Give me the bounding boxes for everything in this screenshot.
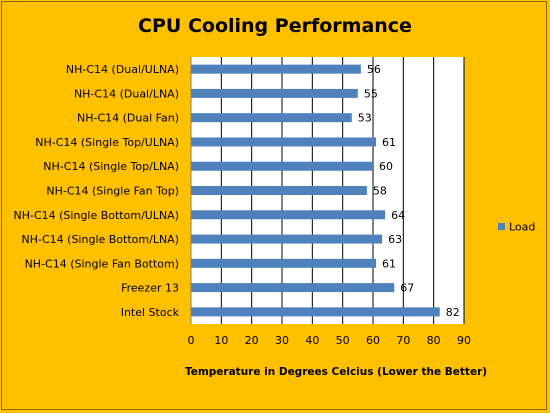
data-label: 61 (382, 257, 396, 270)
legend-swatch (498, 223, 505, 230)
legend: Load (498, 221, 535, 234)
data-label: 55 (364, 87, 378, 100)
data-label: 63 (388, 233, 402, 246)
category-label: NH-C14 (Dual/LNA) (74, 87, 179, 100)
x-tick-label: 60 (366, 334, 380, 347)
category-label: NH-C14 (Single Bottom/ULNA) (13, 209, 179, 222)
bar (191, 186, 367, 195)
legend-label: Load (509, 221, 535, 234)
data-labels: 56 55 53 61 60 58 64 63 61 67 82 (358, 63, 460, 319)
x-tick-label: 50 (336, 334, 350, 347)
category-label: NH-C14 (Single Bottom/LNA) (22, 233, 179, 246)
bars (191, 64, 440, 317)
bar (191, 64, 361, 74)
data-label: 53 (358, 112, 372, 125)
category-label: NH-C14 (Single Fan Bottom) (25, 257, 179, 270)
data-label: 60 (379, 160, 393, 173)
x-tick-label: 80 (427, 334, 441, 347)
data-label: 82 (446, 306, 460, 319)
x-axis-label: Temperature in Degrees Celcius (Lower th… (185, 366, 487, 378)
category-label: NH-C14 (Single Top/LNA) (43, 160, 179, 173)
category-label: NH-C14 (Single Top/ULNA) (35, 136, 179, 149)
bar (191, 161, 373, 171)
category-label: Freezer 13 (121, 282, 179, 295)
data-label: 61 (382, 136, 396, 149)
bar (191, 258, 377, 268)
category-label: Intel Stock (121, 306, 180, 319)
chart-title: CPU Cooling Performance (138, 15, 412, 37)
x-tick-labels: 0 10 20 30 40 50 60 70 80 90 (188, 334, 472, 347)
x-tick-label: 0 (188, 334, 195, 347)
category-labels: NH-C14 (Dual/ULNA) NH-C14 (Dual/LNA) NH-C1… (13, 63, 179, 319)
category-label: NH-C14 (Dual/ULNA) (66, 63, 179, 76)
bar (191, 307, 440, 317)
bar (191, 283, 395, 293)
bar (191, 137, 377, 147)
bar (191, 88, 358, 98)
data-label: 56 (367, 63, 381, 76)
x-tick-label: 20 (245, 334, 259, 347)
x-tick-label: 30 (275, 334, 289, 347)
data-label: 64 (391, 209, 405, 222)
data-label: 58 (373, 185, 387, 198)
x-tick-label: 90 (457, 334, 471, 347)
bar (191, 113, 352, 123)
category-label: NH-C14 (Dual Fan) (77, 112, 179, 125)
x-tick-label: 10 (214, 334, 228, 347)
bar (191, 234, 383, 244)
x-tick-label: 70 (396, 334, 410, 347)
gridlines (220, 57, 465, 324)
bar (191, 210, 386, 220)
data-label: 67 (400, 282, 414, 295)
x-tick-label: 40 (305, 334, 319, 347)
category-label: NH-C14 (Single Fan Top) (46, 185, 179, 198)
